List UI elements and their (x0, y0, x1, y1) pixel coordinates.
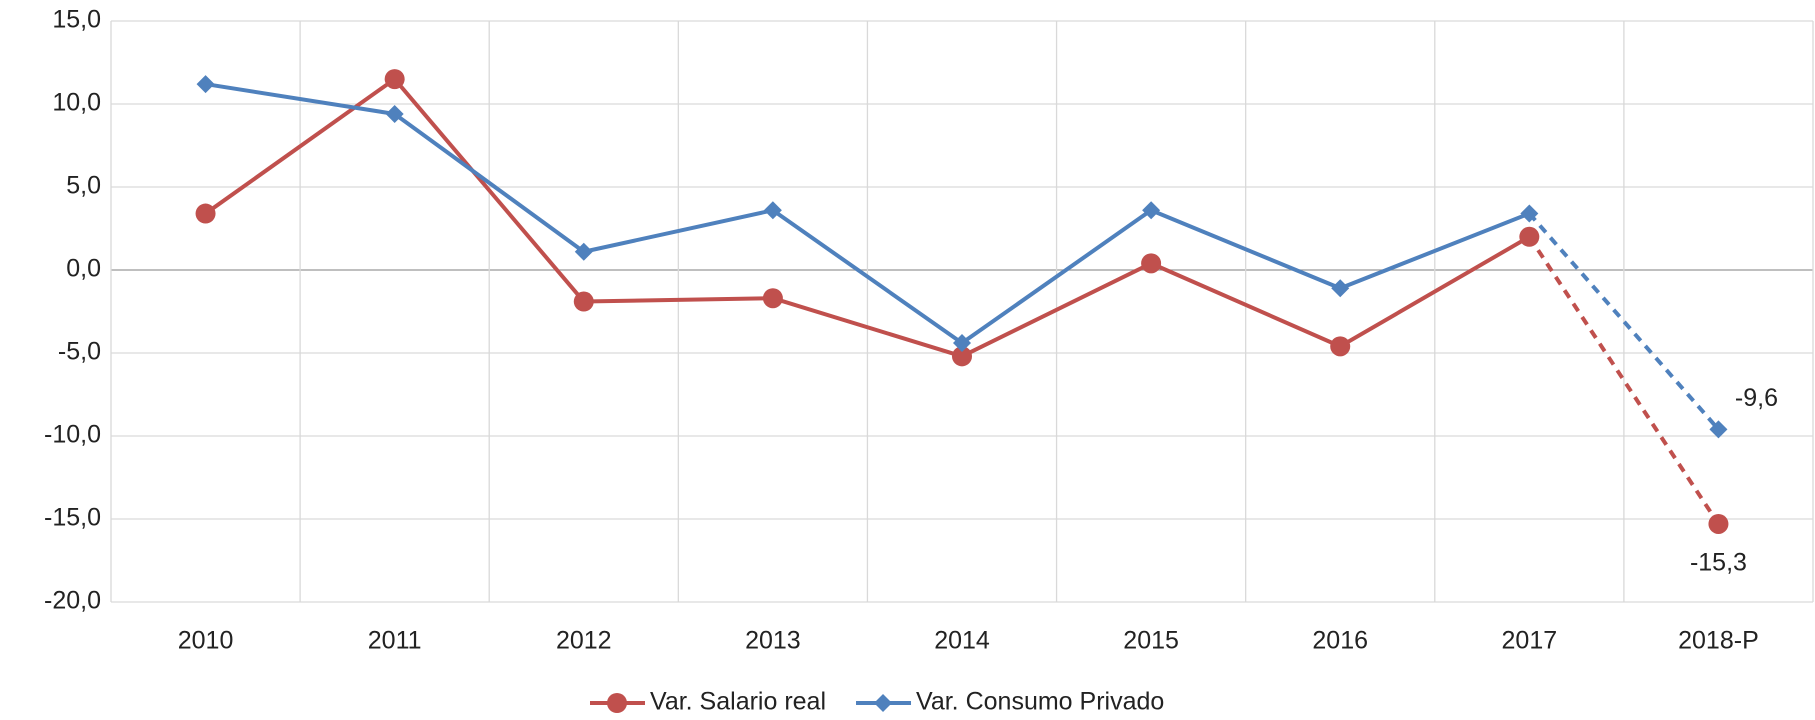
marker (1709, 420, 1728, 439)
marker (385, 104, 404, 123)
x-tick-label: 2018-P (1678, 627, 1759, 655)
marker (384, 69, 405, 90)
marker (1708, 513, 1729, 534)
x-tick-label: 2010 (178, 627, 234, 655)
y-tick-label: 0,0 (66, 255, 101, 283)
x-tick-label: 2016 (1312, 627, 1368, 655)
marker (953, 334, 971, 353)
series-line (204, 77, 1531, 359)
data-label: -15,3 (1690, 549, 1747, 577)
series-line (205, 82, 1531, 346)
y-tick-label: -10,0 (44, 421, 101, 449)
legend-marker (607, 693, 627, 713)
marker (573, 291, 594, 312)
x-tick-label: 2013 (745, 627, 801, 655)
y-tick-label: -15,0 (44, 504, 101, 532)
x-tick-label: 2014 (934, 627, 990, 655)
marker (574, 242, 593, 261)
y-tick-label: -20,0 (44, 587, 101, 615)
legend-marker (874, 694, 893, 712)
x-tick-label: 2015 (1123, 627, 1179, 655)
y-tick-label: 5,0 (66, 172, 101, 200)
marker (1142, 201, 1161, 220)
marker (196, 75, 215, 94)
data-label: -9,6 (1735, 384, 1778, 412)
marker (1520, 204, 1539, 223)
marker (1330, 336, 1351, 357)
y-tick-label: -5,0 (58, 338, 101, 366)
marker (195, 203, 216, 224)
marker (1141, 253, 1162, 274)
legend-label: Var. Consumo Privado (916, 688, 1164, 716)
y-tick-label: 10,0 (52, 89, 101, 117)
marker (952, 346, 972, 367)
x-tick-label: 2017 (1502, 627, 1558, 655)
marker (1519, 226, 1540, 247)
x-tick-label: 2011 (368, 627, 422, 655)
marker (1331, 279, 1350, 298)
legend-label: Var. Salario real (650, 688, 826, 716)
marker (762, 288, 783, 309)
marker (763, 201, 782, 220)
x-tick-label: 2012 (556, 627, 612, 655)
y-tick-label: 15,0 (52, 6, 101, 34)
